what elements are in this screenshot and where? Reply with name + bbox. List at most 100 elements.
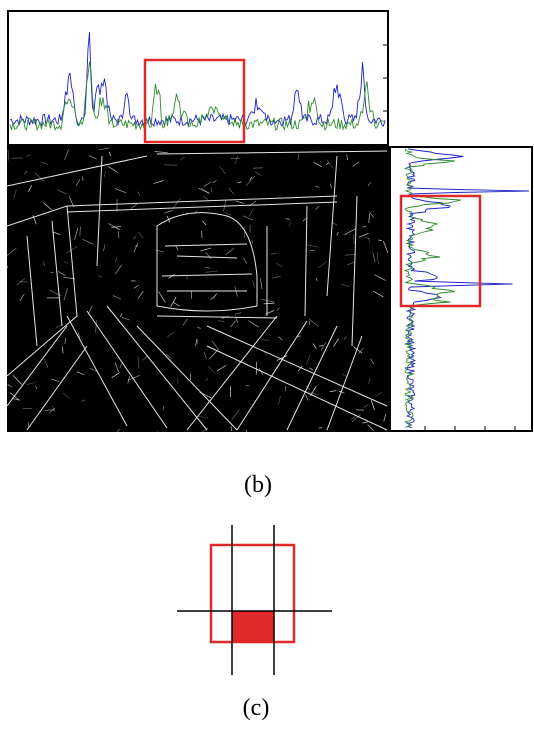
edge-speck xyxy=(203,195,210,202)
edge-speck xyxy=(79,226,81,237)
edge-speck xyxy=(103,244,106,252)
edge-speck xyxy=(358,347,364,354)
edge-speck xyxy=(197,326,201,329)
top-series-line xyxy=(9,61,386,132)
edge-speck xyxy=(203,351,207,359)
edge-speck xyxy=(243,257,248,264)
edge-speck xyxy=(225,248,235,256)
edge-speck xyxy=(66,246,78,254)
edge-speck xyxy=(278,395,281,405)
edge-speck xyxy=(167,331,175,338)
edge-speck xyxy=(346,154,349,161)
edge-speck xyxy=(58,271,66,276)
edge-speck xyxy=(137,191,141,196)
edge-speck xyxy=(242,215,254,221)
edge-speck xyxy=(245,429,248,432)
edge-line xyxy=(304,205,308,317)
edge-speck xyxy=(28,185,33,192)
edge-speck xyxy=(168,274,175,279)
edge-speck xyxy=(362,225,367,228)
top-series-line xyxy=(9,32,386,128)
edge-speck xyxy=(262,339,269,341)
edge-speck xyxy=(326,159,334,168)
edge-speck xyxy=(185,211,188,215)
edge-speck xyxy=(248,320,259,328)
edge-speck xyxy=(333,338,339,347)
edge-speck xyxy=(276,262,283,268)
car-outline xyxy=(156,212,258,312)
edge-speck xyxy=(173,198,181,208)
stripe xyxy=(26,345,88,431)
edge-speck xyxy=(363,236,371,240)
edge-speck xyxy=(201,220,207,226)
edge-speck xyxy=(258,367,264,376)
edge-speck xyxy=(98,147,110,151)
overlap-diagram xyxy=(175,525,335,680)
edge-speck xyxy=(259,278,263,290)
edge-speck xyxy=(173,302,180,307)
edge-speck xyxy=(305,394,309,401)
edge-speck xyxy=(35,385,38,390)
edge-speck xyxy=(76,371,85,376)
edge-speck xyxy=(285,218,290,220)
edge-speck xyxy=(80,399,86,402)
edge-speck xyxy=(112,295,122,300)
edge-speck xyxy=(377,259,380,265)
edge-speck xyxy=(180,156,185,161)
caption-b: (b) xyxy=(244,472,272,498)
edge-speck xyxy=(88,155,97,160)
edge-speck xyxy=(51,405,56,412)
edge-speck xyxy=(370,399,375,411)
edge-speck xyxy=(221,315,229,319)
stripe xyxy=(7,325,68,407)
edge-speck xyxy=(95,319,97,333)
edge-speck xyxy=(26,381,36,386)
edge-speck xyxy=(198,187,210,194)
edge-speck xyxy=(108,223,120,231)
edge-speck xyxy=(230,426,233,432)
edge-speck xyxy=(130,203,138,209)
edge-speck xyxy=(7,149,10,161)
edge-speck xyxy=(23,170,28,175)
edge-speck xyxy=(338,390,345,394)
edge-speck xyxy=(154,151,168,154)
edge-speck xyxy=(314,185,320,188)
edge-speck xyxy=(277,336,283,341)
edge-speck xyxy=(235,200,245,204)
edge-speck xyxy=(374,274,386,281)
edge-speck xyxy=(117,231,120,238)
edge-speck xyxy=(234,312,242,315)
edge-speck xyxy=(155,249,165,253)
edge-speck xyxy=(44,409,55,411)
edge-speck xyxy=(204,270,218,273)
edge-speck xyxy=(326,162,329,165)
edge-speck xyxy=(165,353,172,359)
edge-speck xyxy=(367,424,374,432)
edge-speck xyxy=(346,261,355,266)
edge-speck xyxy=(249,208,254,217)
edge-speck xyxy=(114,188,127,194)
top-highlight-box xyxy=(143,58,246,144)
edge-speck xyxy=(284,385,287,392)
edge-speck xyxy=(261,299,275,303)
stripe xyxy=(136,325,238,431)
edge-speck xyxy=(216,365,227,372)
car-edge xyxy=(161,273,253,277)
edge-speck xyxy=(153,180,164,184)
edge-speck xyxy=(351,414,361,422)
edge-speck xyxy=(217,320,225,322)
edge-speck xyxy=(367,182,372,186)
edge-speck xyxy=(63,288,68,301)
car-edge xyxy=(176,255,238,259)
edge-speck xyxy=(209,350,217,359)
edge-speck xyxy=(343,233,347,236)
edge-speck xyxy=(329,390,337,392)
edge-speck xyxy=(133,235,136,240)
edge-line xyxy=(326,155,338,297)
edge-speck xyxy=(49,289,62,297)
edge-speck xyxy=(203,181,212,187)
edge-speck xyxy=(43,202,52,211)
edge-speck xyxy=(345,228,357,235)
edge-speck xyxy=(34,172,45,182)
edge-speck xyxy=(362,421,368,424)
